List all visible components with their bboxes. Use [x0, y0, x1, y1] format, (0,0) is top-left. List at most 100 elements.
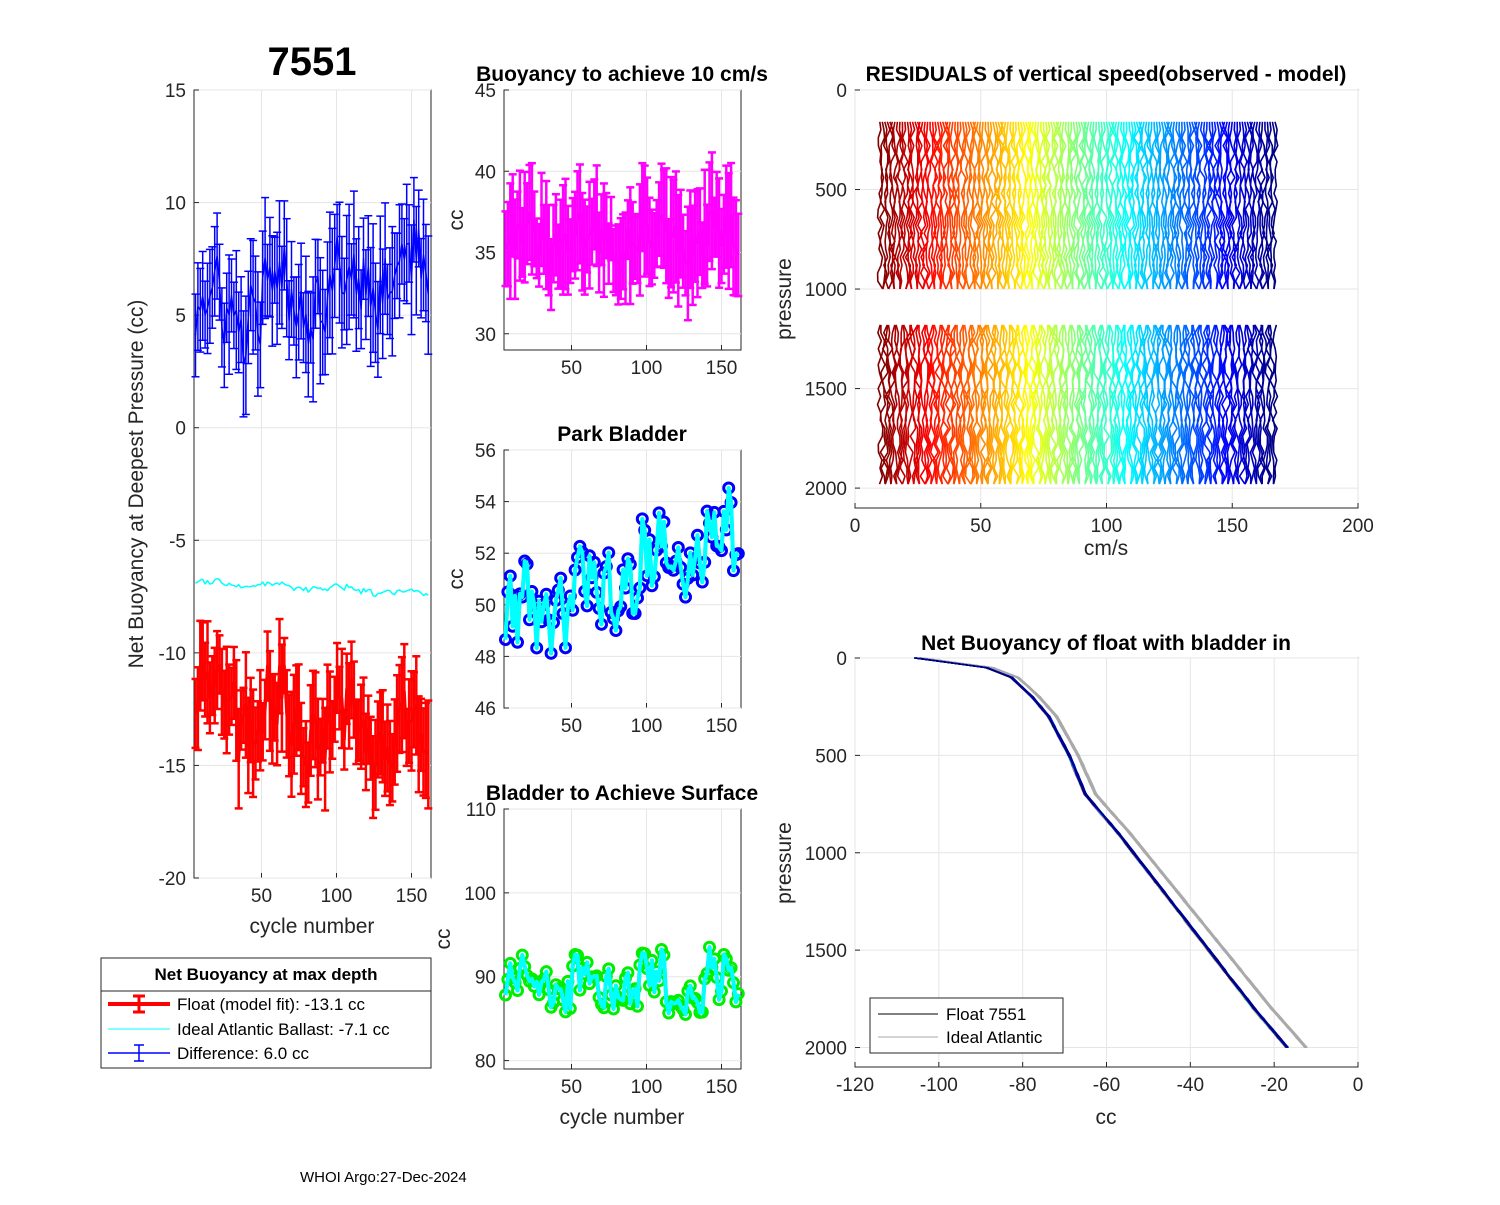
residual-profile	[1131, 324, 1138, 485]
panel-net-buoyancy-bladder-in: -120 -100 -80 -60 -40 -20 0 0 500 1000 1500 2000 Ne…	[773, 632, 1363, 1129]
tick-labels: 50 100 150 56 54 52 50 48 46	[475, 441, 737, 737]
residual-profile	[1080, 324, 1088, 485]
residual-profile	[1271, 324, 1279, 485]
residual-profile	[999, 324, 1007, 485]
residual-profile	[1019, 121, 1027, 290]
residual-profile	[1037, 324, 1044, 485]
x-tick-label: 200	[1342, 516, 1374, 537]
series-ideal-atlantic-ballast	[195, 577, 429, 598]
y-axis-label: cc	[445, 210, 468, 231]
residual-profile	[1236, 121, 1243, 290]
residual-profile	[896, 121, 904, 290]
residual-profile	[1105, 324, 1113, 485]
y-tick-label: 80	[475, 1052, 496, 1073]
residual-profile	[1261, 121, 1269, 290]
residual-profile	[958, 324, 965, 485]
x-tick-label: -80	[1009, 1075, 1036, 1096]
residual-profile	[1150, 324, 1158, 485]
residual-profile	[964, 121, 972, 290]
residual-profile	[901, 121, 909, 290]
x-axis-label: cm/s	[1084, 537, 1128, 560]
residual-profile	[1078, 324, 1086, 485]
x-tick-label: 150	[706, 716, 738, 737]
residual-profile	[985, 324, 992, 485]
residual-profile	[1039, 121, 1048, 290]
tick-labels: -120 -100 -80 -60 -40 -20 0 0 500 1000 1500 2000	[805, 649, 1364, 1096]
residual-profile	[916, 324, 923, 485]
residual-profile	[1168, 121, 1176, 290]
y-tick-label: -10	[159, 644, 186, 665]
residual-profile	[974, 121, 982, 290]
series-park-bladder	[499, 481, 745, 660]
x-axis-label: cycle number	[560, 1106, 685, 1129]
residual-profile	[1025, 121, 1033, 290]
x-tick-label: 0	[850, 516, 861, 537]
x-tick-label: 150	[706, 358, 738, 379]
residual-profile	[1095, 121, 1103, 290]
legend-bladder-in: Float 7551 Ideal Atlantic	[869, 997, 1064, 1054]
x-tick-label: 150	[396, 886, 428, 907]
residual-profile	[1244, 324, 1251, 485]
legend-swatch-difference	[108, 1044, 170, 1062]
residual-profile	[922, 324, 929, 485]
residual-profile	[1072, 324, 1080, 485]
residual-profile	[997, 121, 1005, 290]
chart-title: Net Buoyancy of float with bladder in	[921, 632, 1291, 655]
residual-profile	[952, 324, 959, 485]
residual-profile	[937, 324, 944, 485]
residual-profile	[1201, 324, 1209, 485]
residual-profile	[954, 324, 962, 485]
residual-profile	[1060, 324, 1068, 485]
residual-profile	[1043, 324, 1050, 485]
residual-profile	[1140, 121, 1148, 290]
residual-profile	[1264, 121, 1271, 290]
x-tick-label: -100	[920, 1075, 958, 1096]
residual-profile	[1068, 121, 1075, 290]
residual-profile	[934, 121, 942, 290]
y-tick-label: 1500	[805, 941, 847, 962]
residual-profile	[1249, 324, 1256, 485]
residual-profile	[1093, 121, 1100, 290]
residual-profile	[1214, 324, 1221, 485]
legend-entry-ideal: Ideal Atlantic	[946, 1028, 1043, 1047]
residual-profile	[1075, 324, 1083, 485]
residual-profile	[1269, 121, 1277, 290]
x-axis-label: cc	[1096, 1106, 1117, 1129]
y-tick-label: 35	[475, 244, 496, 265]
residual-profile	[1201, 121, 1208, 290]
residual-profile	[1070, 324, 1077, 485]
residual-profile	[1158, 121, 1166, 290]
residual-profile	[1002, 324, 1009, 485]
residual-profile	[1115, 324, 1123, 485]
y-tick-label: 52	[475, 544, 496, 565]
residual-profile	[1198, 324, 1205, 485]
series-line-overlay	[503, 945, 741, 1017]
x-axis-label: cycle number	[250, 915, 375, 938]
residual-profile	[916, 121, 924, 290]
x-tick-label: 100	[631, 716, 663, 737]
residual-profile	[1065, 324, 1072, 485]
series-group	[499, 940, 745, 1021]
y-axis-label: cc	[432, 929, 455, 950]
residual-profile	[1231, 324, 1239, 485]
residual-profile	[1261, 324, 1269, 485]
legend-swatch-float	[108, 994, 170, 1014]
residual-profile	[1251, 121, 1259, 290]
y-tick-label: 2000	[805, 479, 847, 500]
residual-profile	[1128, 121, 1136, 290]
residual-profile	[914, 121, 922, 290]
residual-profile	[1057, 121, 1065, 290]
residual-profile	[934, 324, 942, 485]
residual-profile	[1186, 121, 1193, 290]
residual-profile	[1246, 324, 1254, 485]
legend-entry-ideal: Ideal Atlantic Ballast: -7.1 cc	[177, 1020, 390, 1039]
residual-profile	[1118, 121, 1126, 290]
residual-profile	[1228, 121, 1236, 290]
legend-entry-difference: Difference: 6.0 cc	[177, 1044, 309, 1063]
series-float-model-fit-	[191, 617, 433, 820]
residual-profile	[941, 324, 950, 485]
y-tick-label: 10	[165, 194, 186, 215]
residual-profile	[1269, 324, 1276, 485]
residual-profile	[1183, 324, 1190, 485]
residual-profile	[1143, 324, 1150, 485]
